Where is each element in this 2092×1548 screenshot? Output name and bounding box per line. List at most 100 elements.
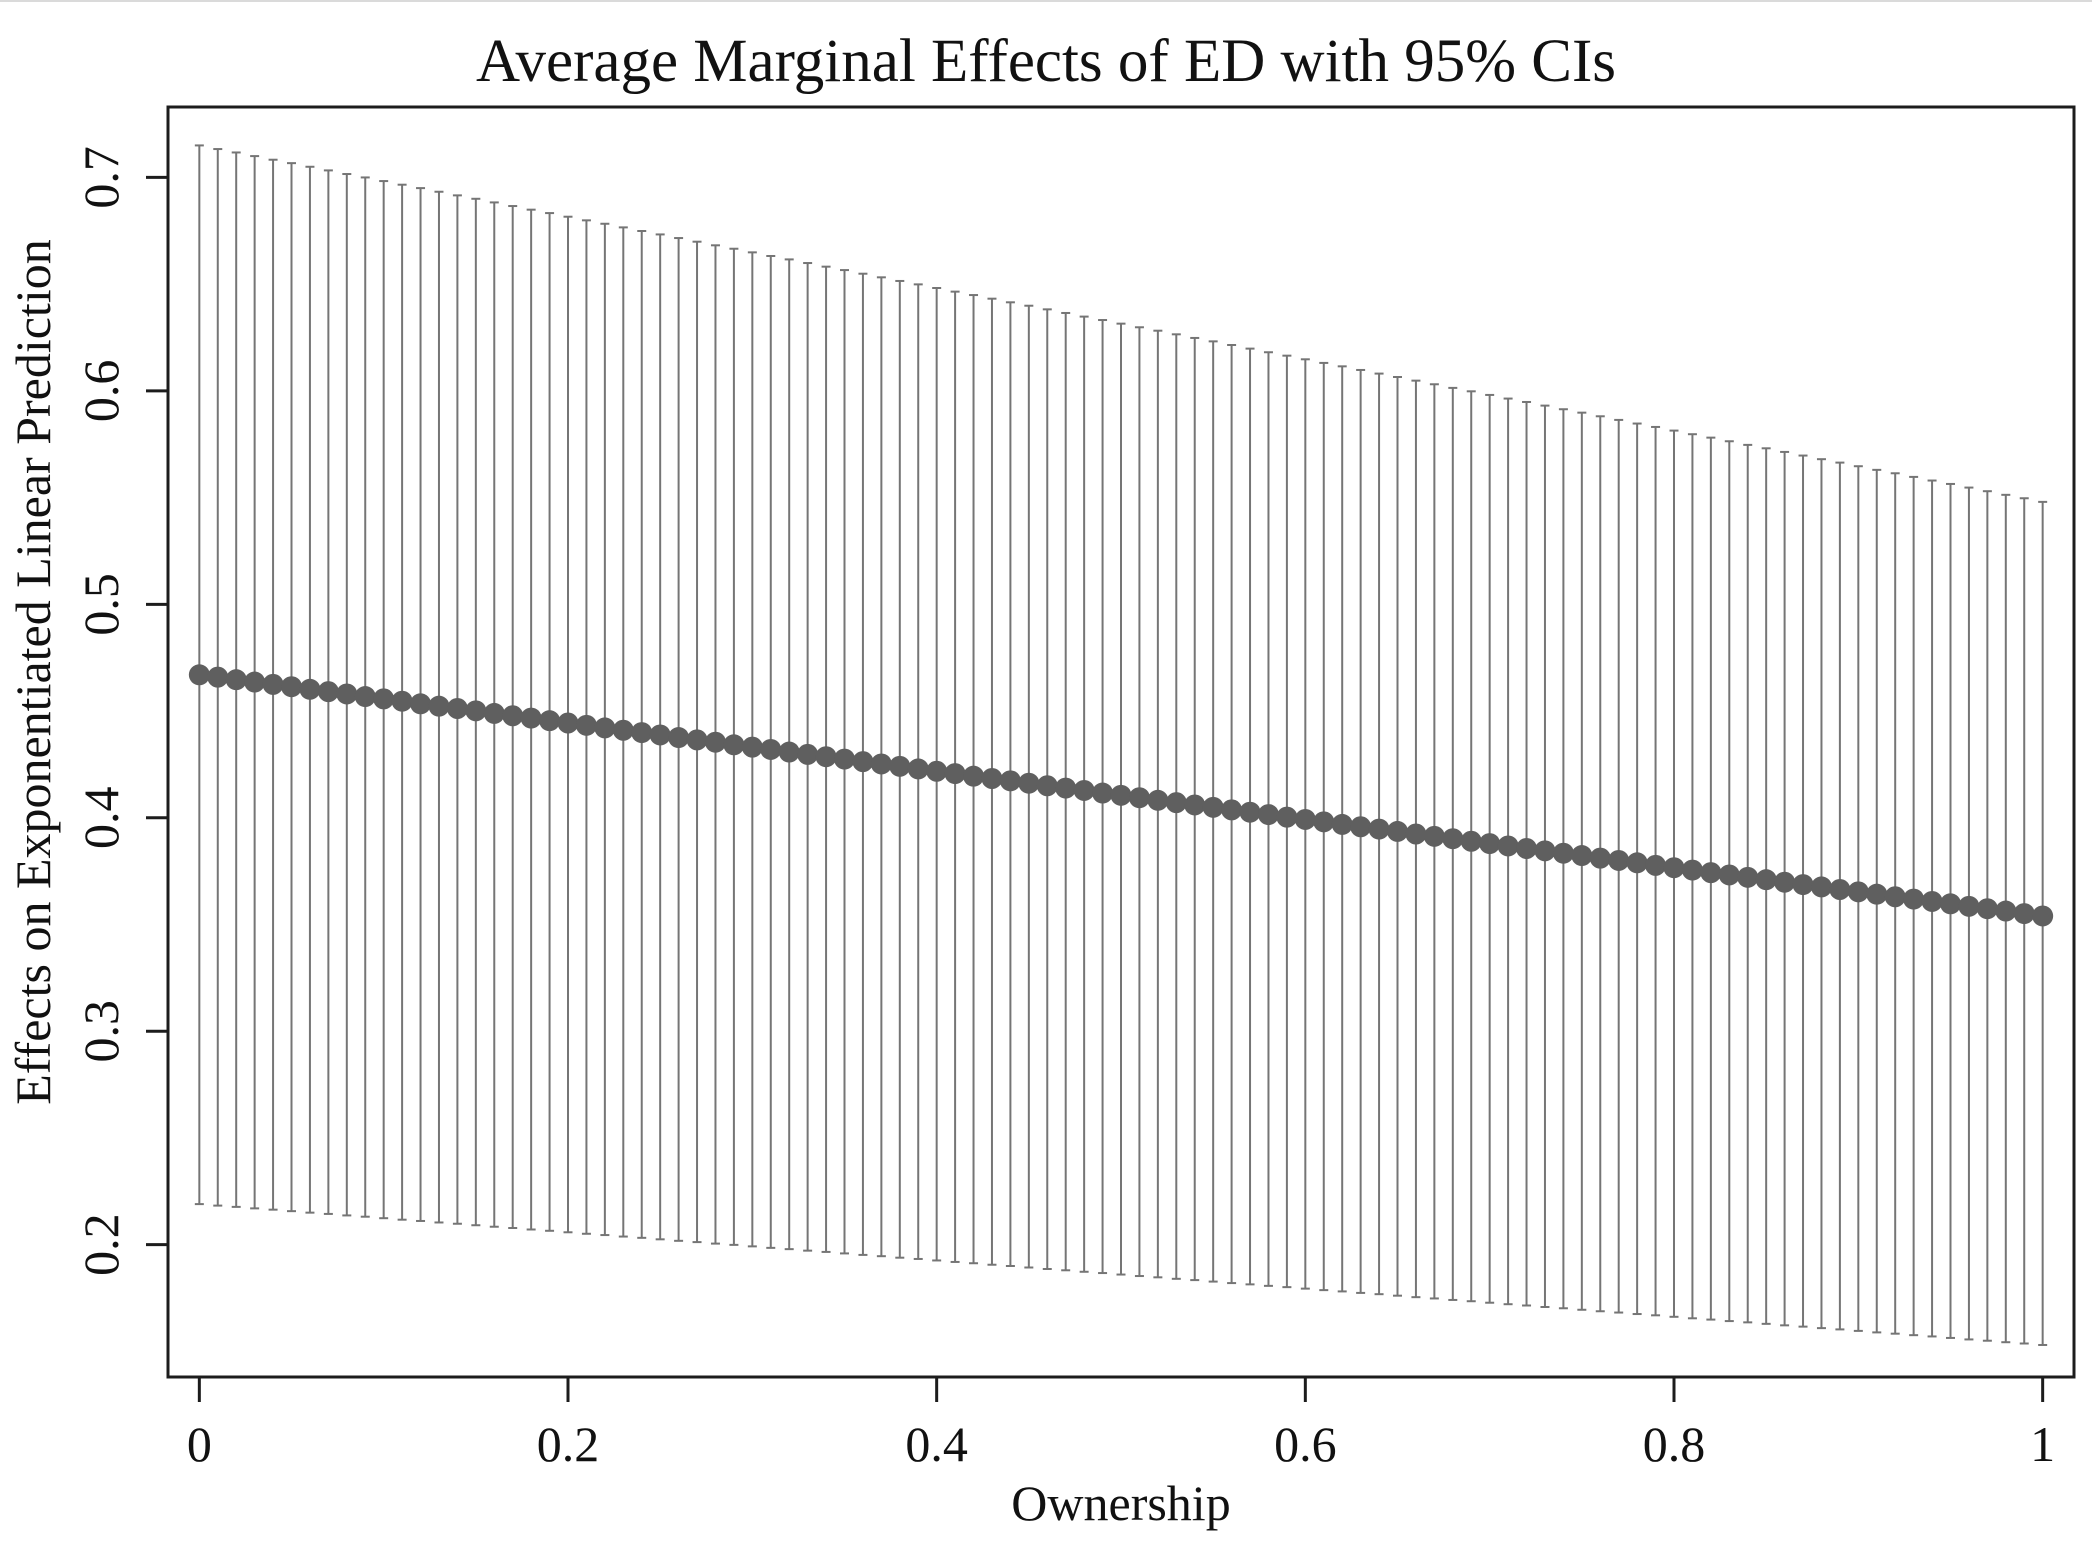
estimate-dot <box>244 671 266 693</box>
estimate-dot <box>1184 794 1206 816</box>
estimate-dot <box>575 714 597 736</box>
estimate-dot <box>1147 789 1169 811</box>
estimate-dot <box>428 695 450 717</box>
tick-marks-group <box>146 175 2045 1402</box>
estimate-dot <box>410 693 432 715</box>
estimate-dot <box>281 676 303 698</box>
estimate-dot <box>299 678 321 700</box>
x-tick-label: 0 <box>187 1416 212 1472</box>
estimate-dot <box>465 700 487 722</box>
x-tick-label: 1 <box>2030 1416 2055 1472</box>
estimate-dot <box>1110 784 1132 806</box>
estimate-dot <box>760 738 782 760</box>
estimate-dot <box>1958 895 1980 917</box>
estimate-dot <box>612 719 634 741</box>
estimate-dot <box>1921 890 1943 912</box>
estimate-dot <box>1663 857 1685 879</box>
y-tick-label: 0.3 <box>73 1000 129 1063</box>
estimate-dot <box>336 683 358 705</box>
estimate-dot <box>1939 893 1961 915</box>
estimate-dot <box>963 765 985 787</box>
estimate-dot <box>1128 787 1150 809</box>
axis-box <box>166 105 2076 1379</box>
estimate-dot <box>1423 825 1445 847</box>
estimate-dot <box>317 681 339 703</box>
estimate-dot <box>2013 903 2035 925</box>
estimate-dot <box>1368 818 1390 840</box>
ci-spikes-group <box>194 144 2048 1346</box>
estimate-dot <box>907 758 929 780</box>
estimate-dot <box>1589 847 1611 869</box>
estimate-dot <box>686 729 708 751</box>
estimate-dot <box>1055 777 1077 799</box>
estimate-dot <box>557 712 579 734</box>
estimate-dot <box>1239 801 1261 823</box>
estimate-dot <box>834 748 856 770</box>
estimate-dot <box>1202 796 1224 818</box>
estimate-dots-group <box>188 664 2054 927</box>
estimate-dot <box>1165 792 1187 814</box>
estimate-dot <box>797 743 819 765</box>
estimate-dot <box>1903 888 1925 910</box>
estimate-dot <box>649 724 671 746</box>
estimate-dot <box>2032 905 2054 927</box>
estimate-dot <box>944 763 966 785</box>
estimate-dot <box>1497 835 1519 857</box>
estimate-dot <box>225 669 247 691</box>
estimate-dot <box>631 722 653 744</box>
y-tick-label: 0.4 <box>73 787 129 850</box>
estimate-dot <box>391 690 413 712</box>
x-axis-label: Ownership <box>1011 1475 1230 1531</box>
estimate-dot <box>1257 804 1279 826</box>
estimate-dot <box>1092 782 1114 804</box>
y-tick-label: 0.6 <box>73 360 129 423</box>
estimate-dot <box>1792 874 1814 896</box>
estimate-dot <box>262 673 284 695</box>
estimate-dot <box>1774 871 1796 893</box>
estimate-dot <box>1276 806 1298 828</box>
estimate-dot <box>1608 849 1630 871</box>
estimate-dot <box>446 697 468 719</box>
estimate-dot <box>1829 878 1851 900</box>
estimate-dot <box>1036 775 1058 797</box>
estimate-dot <box>1350 816 1372 838</box>
estimate-dot <box>188 664 210 686</box>
estimate-dot <box>870 753 892 775</box>
estimate-dot <box>778 741 800 763</box>
estimate-dot <box>1718 864 1740 886</box>
estimate-dot <box>1331 813 1353 835</box>
estimate-dot <box>1442 828 1464 850</box>
estimate-dot <box>852 751 874 773</box>
estimate-dot <box>1810 876 1832 898</box>
y-tick-label: 0.5 <box>73 573 129 636</box>
estimate-dot <box>1313 811 1335 833</box>
estimate-dot <box>1479 833 1501 855</box>
x-tick-label: 0.4 <box>905 1416 968 1472</box>
estimate-dot <box>1847 881 1869 903</box>
x-tick-label: 0.6 <box>1274 1416 1337 1472</box>
estimate-dot <box>594 717 616 739</box>
estimate-dot <box>1866 883 1888 905</box>
estimate-dot <box>1294 808 1316 830</box>
estimate-dot <box>1626 852 1648 874</box>
estimate-dot <box>1976 898 1998 920</box>
y-axis-label: Effects on Exponentiated Linear Predicti… <box>5 239 61 1104</box>
estimate-dot <box>1386 820 1408 842</box>
x-tick-labels-group: 0 0.2 0.4 0.6 0.8 1 <box>187 1416 2055 1472</box>
estimate-dot <box>207 666 229 688</box>
estimate-dot <box>1018 772 1040 794</box>
estimate-dot <box>539 710 561 732</box>
estimate-dot <box>1700 862 1722 884</box>
estimate-dot <box>1681 859 1703 881</box>
y-tick-labels-group: 0.7 0.6 0.5 0.4 0.3 0.2 <box>73 146 129 1276</box>
estimate-dot <box>1995 900 2017 922</box>
estimate-dot <box>1073 779 1095 801</box>
estimate-dot <box>926 760 948 782</box>
estimate-dot <box>723 734 745 756</box>
estimate-dot <box>1534 840 1556 862</box>
estimate-dot <box>1221 799 1243 821</box>
estimate-dot <box>354 686 376 708</box>
y-tick-label: 0.2 <box>73 1213 129 1276</box>
